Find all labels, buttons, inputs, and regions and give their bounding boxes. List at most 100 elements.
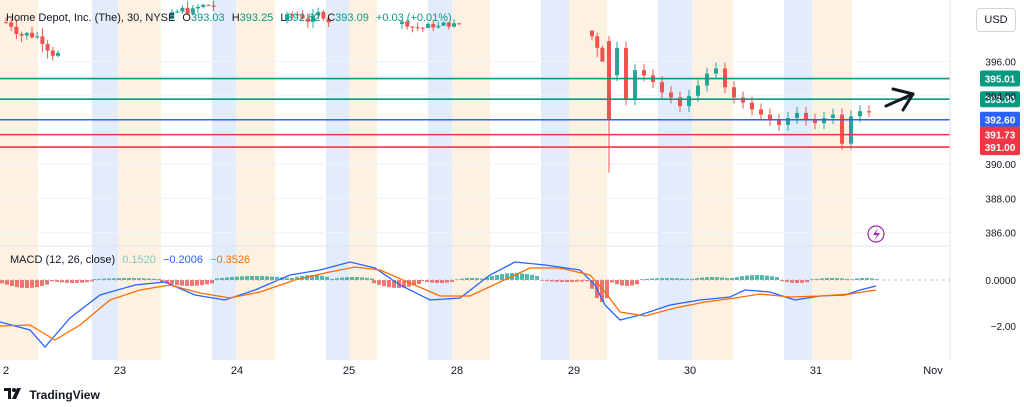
arrow-annotation[interactable] (884, 87, 915, 112)
candle-body (285, 14, 289, 21)
macd-hist-bar (615, 280, 619, 285)
tradingview-icon (4, 388, 22, 402)
macd-legend[interactable]: MACD (12, 26, close) 0.1520 −0.2006 −0.3… (10, 254, 254, 266)
candle-body (600, 47, 605, 62)
symbol-legend: Home Depot, Inc. (The), 30, NYSE O393.03… (6, 12, 456, 24)
session-band (212, 0, 236, 360)
macd-hist-bar (660, 278, 664, 280)
macd-hist-bar (295, 276, 299, 280)
candle-body (813, 119, 817, 124)
footer-bar (0, 384, 1024, 407)
macd-hist-bar (112, 278, 116, 280)
time-tick-label: 23 (114, 365, 126, 377)
level-tag-label: 395.01 (985, 75, 1016, 86)
candle-body (457, 23, 462, 25)
macd-hist-bar (425, 280, 429, 282)
candle-body (290, 14, 295, 16)
macd-hist-bar (152, 278, 156, 280)
macd-hist-bar (175, 280, 179, 286)
macd-hist-bar (365, 277, 369, 280)
macd-hist-bar (45, 280, 49, 285)
session-band (0, 0, 38, 360)
candle-body (750, 102, 754, 110)
candle-body (732, 87, 736, 98)
candle-body (201, 4, 206, 7)
price-tick-label: 386.00 (985, 229, 1016, 240)
macd-hist-bar (215, 278, 219, 280)
macd-hist-bar (680, 278, 684, 280)
candle-body (300, 15, 305, 19)
macd-hist-bar (92, 279, 96, 280)
macd-hist-bar (102, 278, 106, 280)
macd-hist-bar (200, 280, 204, 286)
session-band (236, 0, 275, 360)
macd-value: −0.2006 (162, 254, 204, 266)
macd-hist-bar (260, 276, 264, 280)
macd-hist-bar (670, 278, 674, 280)
candle-body (831, 114, 835, 119)
level-tag-label: 392.60 (985, 116, 1016, 127)
candle-body (295, 14, 300, 16)
candle-body (190, 8, 195, 14)
candle-body (56, 52, 60, 56)
macd-hist-bar (675, 278, 679, 280)
currency-button[interactable]: USD (976, 8, 1016, 32)
time-tick-label: 28 (451, 365, 463, 377)
grid-lines (0, 61, 950, 234)
macd-hist-bar (122, 278, 126, 280)
candle-body (705, 73, 709, 86)
macd-hist-bar (625, 280, 629, 286)
time-tick-label: 25 (343, 365, 355, 377)
macd-hist-bar (382, 280, 386, 287)
candle-body (19, 34, 24, 36)
candle-body (840, 114, 844, 144)
candle-body (768, 114, 772, 120)
macd-hist-bar (730, 278, 734, 280)
macd-hist-bar (35, 280, 39, 288)
session-band (118, 0, 161, 360)
macd-hist-bar (345, 277, 349, 280)
macd-hist-bar (225, 277, 229, 280)
low-value: 392.62 (286, 12, 321, 24)
session-band (692, 0, 733, 360)
macd-hist-bar (185, 280, 189, 286)
macd-hist-bar (157, 279, 161, 280)
time-axis: 2 23 24 25 28 29 30 31 Nov (3, 365, 943, 377)
macd-hist-bar (785, 280, 789, 283)
macd-hist-bar (265, 276, 269, 280)
macd-hist-bar (360, 277, 364, 280)
candle-body (211, 5, 216, 7)
macd-hist-bar (565, 280, 569, 282)
signal-line (0, 266, 877, 341)
tradingview-logo[interactable]: TradingView (4, 388, 100, 402)
macd-hist-bar (875, 279, 879, 280)
change-text: +0.03 (+0.01%) (375, 12, 452, 24)
tradingview-label: TradingView (29, 388, 100, 402)
candle-body (759, 109, 763, 115)
macd-hist-bar (205, 280, 209, 285)
candle-body (786, 118, 790, 125)
macd-hist-bar (55, 280, 59, 282)
macd-hist-bar (445, 280, 449, 283)
time-tick-label: 29 (568, 365, 580, 377)
macd-hist-bar (220, 277, 224, 280)
candle-body (311, 15, 315, 22)
macd-hist-bar (535, 276, 539, 280)
macd-hist-bar (15, 280, 19, 288)
time-tick-label: 31 (810, 365, 822, 377)
close-value: 393.09 (335, 12, 369, 24)
open-value: 393.03 (190, 12, 225, 24)
candle-body (696, 85, 700, 96)
candle-body (642, 70, 646, 76)
macd-hist-bar (10, 280, 14, 287)
macd-hist-bar (500, 274, 504, 280)
lightning-icon[interactable] (867, 225, 885, 243)
macd-hist-bar (435, 280, 439, 283)
macd-hist-bar (750, 275, 754, 280)
macd-hist-bar (235, 276, 239, 280)
candle-body (441, 22, 446, 26)
macd-hist-bar (755, 275, 759, 280)
macd-hist-bar (605, 280, 609, 299)
